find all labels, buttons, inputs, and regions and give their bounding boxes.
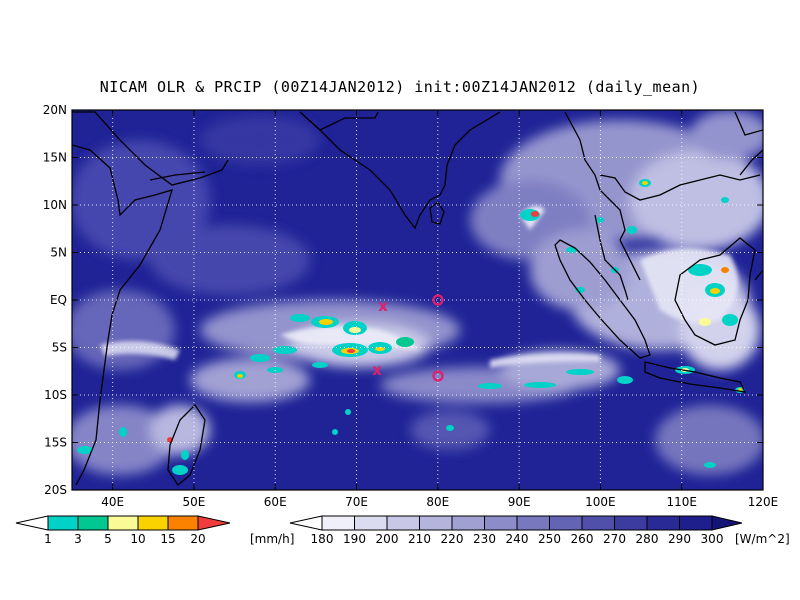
olr-swatch [386, 515, 420, 531]
olr-tick-label: 190 [343, 532, 366, 546]
lat-label: 10S [44, 388, 67, 402]
marker-cross-1: x [378, 297, 388, 315]
lon-axis-labels: 40E 50E 60E 70E 80E 90E 100E 110E 120E [101, 495, 778, 509]
precip-tick-label: 1 [44, 532, 52, 546]
olr-swatch [451, 515, 485, 531]
olr-tick-label: 290 [668, 532, 691, 546]
olr-tick-label: 240 [506, 532, 529, 546]
olr-tick-label: 250 [538, 532, 561, 546]
lat-label: 15S [44, 436, 67, 450]
precip-arrow-right [197, 515, 231, 531]
precip-tick-label: 20 [190, 532, 205, 546]
lon-label: 40E [101, 495, 124, 509]
olr-arrow-right [711, 515, 743, 531]
olr-tick-label: 260 [571, 532, 594, 546]
olr-colorbar-labels: 180 190 200 210 220 230 240 250 260 270 280 290 300 [311, 532, 724, 546]
precip-swatch [47, 515, 79, 531]
precip-tick-label: 15 [160, 532, 175, 546]
olr-swatch [354, 515, 388, 531]
olr-swatch [321, 515, 355, 531]
lon-label: 90E [508, 495, 531, 509]
olr-swatch [646, 515, 680, 531]
marker-cross-2: x [372, 361, 382, 379]
precip-swatch [107, 515, 139, 531]
precip-arrow-left [15, 515, 49, 531]
lon-label: 50E [183, 495, 206, 509]
olr-swatch [549, 515, 583, 531]
olr-swatch [516, 515, 550, 531]
lat-label: 20N [43, 103, 67, 117]
precip-colorbar-labels: 1 3 5 10 15 20 [44, 532, 205, 546]
precip-colorbar [15, 515, 231, 531]
precip-unit: [mm/h] [250, 532, 294, 546]
axis-ticks [72, 109, 764, 491]
olr-swatch [614, 515, 648, 531]
olr-unit: [W/m^2] [735, 532, 790, 546]
lat-label: 15N [43, 151, 67, 165]
grid-lines [72, 110, 763, 490]
olr-tick-label: 220 [441, 532, 464, 546]
precip-swatch [77, 515, 109, 531]
precip-swatch [167, 515, 199, 531]
lat-label: 20S [44, 483, 67, 497]
olr-tick-label: 180 [311, 532, 334, 546]
precip-tick-label: 3 [74, 532, 82, 546]
olr-tick-label: 210 [408, 532, 431, 546]
lat-label: 10N [43, 198, 67, 212]
marker-circle-1 [432, 294, 444, 306]
olr-arrow-left [289, 515, 323, 531]
olr-swatch [581, 515, 615, 531]
lat-label: 5S [52, 341, 67, 355]
lon-label: 70E [345, 495, 368, 509]
map-title: NICAM OLR & PRCIP (00Z14JAN2012) init:00… [99, 78, 701, 96]
storm-markers: x x [372, 294, 444, 382]
olr-swatch [419, 515, 453, 531]
olr-tick-label: 230 [473, 532, 496, 546]
olr-tick-label: 300 [701, 532, 724, 546]
olr-tick-label: 280 [636, 532, 659, 546]
olr-swatch [679, 515, 713, 531]
lon-label: 60E [264, 495, 287, 509]
marker-circle-2 [432, 370, 444, 382]
lon-label: 80E [426, 495, 449, 509]
lat-label: 5N [50, 246, 67, 260]
lon-label: 120E [748, 495, 779, 509]
lat-axis-labels: 20N 15N 10N 5N EQ 5S 10S 15S 20S [43, 103, 67, 497]
precip-tick-label: 5 [104, 532, 112, 546]
precip-tick-label: 10 [130, 532, 145, 546]
precip-swatch [137, 515, 169, 531]
olr-field [72, 110, 763, 490]
olr-tick-label: 270 [603, 532, 626, 546]
lat-label: EQ [50, 293, 67, 307]
lon-label: 110E [666, 495, 697, 509]
olr-colorbar [289, 515, 743, 531]
olr-tick-label: 200 [376, 532, 399, 546]
olr-swatch [484, 515, 518, 531]
lon-label: 100E [585, 495, 616, 509]
